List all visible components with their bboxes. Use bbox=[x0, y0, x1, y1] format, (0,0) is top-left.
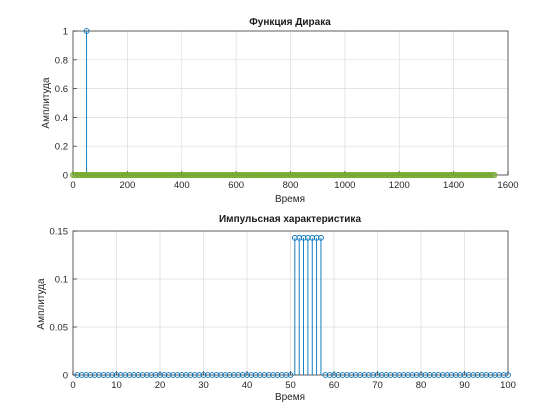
stem-marker bbox=[126, 372, 133, 378]
stem-marker bbox=[109, 372, 116, 378]
stem-marker bbox=[361, 372, 368, 378]
stem-marker bbox=[426, 372, 433, 378]
stem-marker bbox=[505, 372, 511, 378]
stem-marker bbox=[91, 372, 98, 378]
stem-marker bbox=[244, 372, 250, 378]
y-tick-label: 0.15 bbox=[50, 227, 69, 238]
x-tick-label: 400 bbox=[174, 180, 190, 191]
stem-marker bbox=[287, 372, 294, 378]
stem-marker bbox=[491, 171, 498, 179]
stem-marker bbox=[83, 28, 90, 34]
x-tick-label: 20 bbox=[155, 380, 166, 391]
stem-marker bbox=[183, 372, 189, 378]
stem-marker bbox=[152, 372, 159, 378]
stem-marker bbox=[148, 372, 155, 378]
chart-title: Импульсная характеристика bbox=[219, 214, 361, 225]
y-tick-label: 0.6 bbox=[55, 84, 68, 95]
stem-marker bbox=[170, 372, 176, 378]
x-tick-label: 80 bbox=[416, 380, 427, 391]
stem-marker bbox=[448, 372, 455, 378]
stem-marker bbox=[200, 372, 207, 378]
stem-marker bbox=[117, 372, 124, 378]
stem-marker bbox=[131, 372, 137, 378]
stem-marker bbox=[96, 372, 102, 378]
y-axis-label: Амплитуда bbox=[41, 77, 52, 129]
x-tick-label: 1600 bbox=[497, 180, 518, 191]
x-tick-label: 30 bbox=[198, 380, 209, 391]
x-tick-label: 90 bbox=[459, 380, 470, 391]
y-tick-label: 0.2 bbox=[55, 142, 68, 153]
x-tick-label: 60 bbox=[329, 380, 340, 391]
x-tick-label: 0 bbox=[70, 180, 75, 191]
stem-marker bbox=[239, 372, 246, 378]
stem-marker bbox=[135, 372, 142, 378]
stem-marker bbox=[205, 372, 211, 378]
x-tick-label: 40 bbox=[242, 380, 253, 391]
stem-marker bbox=[226, 372, 233, 378]
stem-marker bbox=[165, 372, 172, 378]
y-tick-label: 0 bbox=[63, 171, 68, 182]
stem-marker bbox=[113, 372, 120, 378]
grid-lines bbox=[72, 30, 509, 176]
x-axis-label: Время bbox=[275, 194, 305, 205]
x-axis-label: Время bbox=[275, 392, 305, 403]
x-tick-label: 10 bbox=[111, 380, 122, 391]
stem-marker bbox=[248, 372, 255, 378]
y-tick-label: 0.8 bbox=[55, 55, 68, 66]
dirac-axes: Функция Дирака Время Амплитуда 0 200 400 60… bbox=[41, 17, 519, 205]
y-tick-label: 0 bbox=[63, 371, 68, 382]
x-tick-label: 1200 bbox=[389, 180, 410, 191]
stem-marker bbox=[174, 372, 181, 378]
stem-marker bbox=[296, 234, 303, 241]
y-tick-label: 0.4 bbox=[55, 113, 68, 124]
stem-marker bbox=[139, 372, 146, 378]
stem-series bbox=[74, 234, 511, 378]
stem-series bbox=[83, 28, 90, 175]
grid-lines bbox=[72, 230, 509, 376]
stem-marker bbox=[405, 372, 411, 378]
x-tick-label: 1400 bbox=[443, 180, 464, 191]
stem-marker bbox=[196, 372, 203, 378]
x-tick-label: 0 bbox=[70, 380, 75, 391]
stem-marker bbox=[191, 372, 198, 378]
y-axis-label: Амплитуда bbox=[36, 278, 47, 330]
stem-marker bbox=[218, 372, 224, 378]
stem-marker bbox=[83, 372, 89, 378]
x-tick-label: 800 bbox=[283, 180, 299, 191]
y-tick-label: 0.1 bbox=[55, 275, 68, 286]
stem-marker bbox=[144, 372, 150, 378]
stem-marker bbox=[157, 372, 163, 378]
x-tick-label: 70 bbox=[372, 380, 383, 391]
stem-marker bbox=[231, 372, 237, 378]
stem-marker bbox=[178, 372, 185, 378]
chart-title: Функция Дирака bbox=[249, 17, 331, 28]
x-tick-label: 600 bbox=[228, 180, 244, 191]
stem-marker bbox=[222, 372, 229, 378]
stem-series bbox=[69, 171, 498, 179]
x-tick-label: 1000 bbox=[334, 180, 355, 191]
stem-marker bbox=[274, 372, 281, 378]
stem-marker bbox=[187, 372, 194, 378]
x-tick-label: 200 bbox=[119, 180, 135, 191]
y-tick-label: 1 bbox=[63, 27, 68, 38]
stem-marker bbox=[209, 372, 216, 378]
stem-marker bbox=[470, 372, 477, 378]
stem-marker bbox=[161, 372, 168, 378]
stem-marker bbox=[383, 372, 390, 378]
stem-marker bbox=[87, 372, 94, 378]
impulse-response-axes: Импульсная характеристика Время Амплитуд… bbox=[36, 214, 516, 403]
stem-marker bbox=[104, 372, 111, 378]
stem-marker bbox=[252, 372, 259, 378]
stem-marker bbox=[339, 372, 346, 378]
stem-marker bbox=[213, 372, 220, 378]
y-tick-label: 0.05 bbox=[50, 323, 69, 334]
stem-marker bbox=[74, 372, 81, 378]
stem-marker bbox=[235, 372, 242, 378]
x-tick-label: 100 bbox=[500, 380, 516, 391]
x-tick-label: 50 bbox=[285, 380, 296, 391]
stem-marker bbox=[318, 234, 324, 241]
stem-marker bbox=[492, 372, 498, 378]
